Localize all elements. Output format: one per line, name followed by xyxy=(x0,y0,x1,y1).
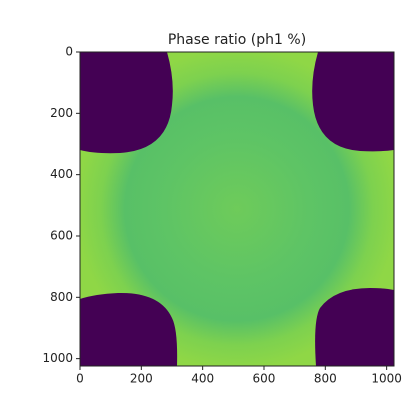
corner-region xyxy=(315,288,394,366)
x-tick-label: 1000 xyxy=(371,372,402,386)
corner-region xyxy=(312,52,394,152)
x-tick-label: 0 xyxy=(76,372,84,386)
x-tick-label: 800 xyxy=(314,372,337,386)
x-tick-label: 400 xyxy=(191,372,214,386)
y-tick-label: 0 xyxy=(65,45,73,59)
y-tick-label: 800 xyxy=(50,290,73,304)
x-tick-label: 600 xyxy=(253,372,276,386)
corner-region xyxy=(80,292,178,366)
y-tick-label: 1000 xyxy=(42,351,73,365)
image xyxy=(80,52,394,366)
y-tick-label: 200 xyxy=(50,106,73,120)
plot-frame xyxy=(79,51,395,367)
chart-title: Phase ratio (ph1 %) xyxy=(168,32,306,48)
y-tick-label: 600 xyxy=(50,228,73,242)
y-tick-label: 400 xyxy=(50,167,73,181)
corner-region xyxy=(80,52,173,154)
x-tick-label: 200 xyxy=(130,372,153,386)
